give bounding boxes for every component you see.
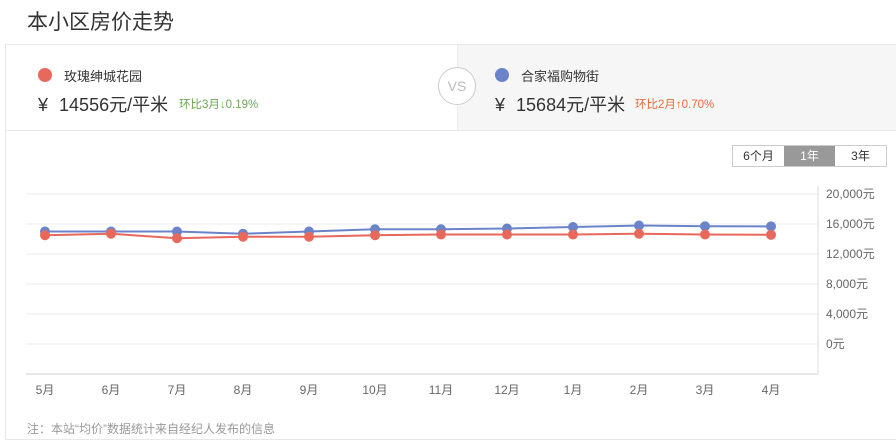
y-tick-label: 20,000元 <box>826 187 875 201</box>
y-tick-label: 12,000元 <box>826 247 875 261</box>
x-tick-label: 8月 <box>234 383 253 397</box>
change-left: 环比3月↓0.19% <box>179 99 259 111</box>
compare-right: 合家福购物街 ¥ 15684元/平米 环比2月↑0.70% <box>457 45 896 130</box>
data-point <box>634 220 644 231</box>
compare-left: 玫瑰绅城花园 ¥ 14556元/平米 环比3月↓0.19% <box>6 45 457 130</box>
y-tick-label: 0元 <box>826 337 845 351</box>
series-line <box>44 232 772 240</box>
data-point <box>238 231 248 242</box>
page-title: 本小区房价走势 <box>27 11 174 34</box>
data-point <box>766 221 776 232</box>
x-tick-label: 11月 <box>429 383 453 397</box>
range-option-1[interactable]: 1年 <box>784 146 835 166</box>
price-left: ¥ 14556元/平米 <box>38 91 168 117</box>
x-tick-label: 7月 <box>168 383 187 397</box>
price-right: ¥ 15684元/平米 <box>495 91 625 117</box>
data-point <box>40 230 50 241</box>
x-tick-label: 5月 <box>36 383 55 397</box>
data-point <box>370 230 380 241</box>
x-tick-label: 10月 <box>362 383 387 397</box>
data-point <box>568 222 578 232</box>
y-tick-label: 4,000元 <box>826 307 868 321</box>
price-trend-panel: 玫瑰绅城花园 ¥ 14556元/平米 环比3月↓0.19% 合家福购物街 ¥ 1… <box>5 44 896 440</box>
data-point <box>766 229 776 240</box>
x-tick-label: 12月 <box>494 383 519 397</box>
data-point <box>634 228 644 239</box>
series-dot-left <box>38 68 52 82</box>
community-name-right: 合家福购物街 <box>521 69 600 84</box>
currency-symbol: ¥ <box>495 95 506 115</box>
y-tick-label: 8,000元 <box>826 277 868 291</box>
data-point <box>172 233 182 244</box>
compare-header: 玫瑰绅城花园 ¥ 14556元/平米 环比3月↓0.19% 合家福购物街 ¥ 1… <box>6 45 896 131</box>
range-toggle: 6个月 1年 3年 <box>732 145 887 167</box>
vs-badge: VS <box>438 67 476 105</box>
x-tick-label: 9月 <box>300 383 319 397</box>
range-option-0[interactable]: 6个月 <box>733 146 784 166</box>
series-dot-right <box>495 68 509 82</box>
x-tick-label: 1月 <box>564 383 583 397</box>
data-point <box>568 229 578 240</box>
data-point <box>436 229 446 240</box>
x-tick-label: 4月 <box>762 383 781 397</box>
footer-note: 注：本站“均价”数据统计来自经纪人发布的信息 <box>27 422 275 436</box>
x-tick-label: 6月 <box>102 383 121 397</box>
series-line <box>45 224 772 235</box>
x-tick-label: 3月 <box>696 383 715 397</box>
data-point <box>304 231 314 242</box>
community-name-left: 玫瑰绅城花园 <box>64 69 143 84</box>
x-tick-label: 2月 <box>630 383 649 397</box>
currency-symbol: ¥ <box>38 95 49 115</box>
y-tick-label: 16,000元 <box>826 217 875 231</box>
change-right: 环比2月↑0.70% <box>635 99 715 111</box>
data-point <box>700 229 710 240</box>
price-value: 15684元/平米 <box>516 95 626 115</box>
data-point <box>502 229 512 240</box>
data-point <box>106 228 116 239</box>
range-option-2[interactable]: 3年 <box>835 146 886 166</box>
price-value: 14556元/平米 <box>59 95 169 115</box>
data-point <box>700 221 710 232</box>
